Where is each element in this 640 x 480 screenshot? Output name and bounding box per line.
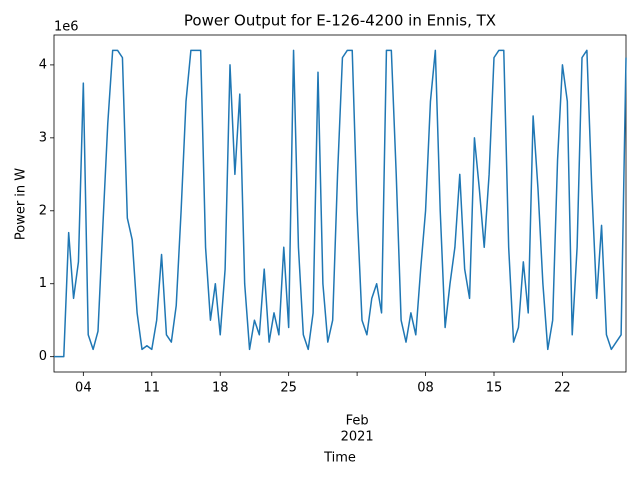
x-tick-label: 18 bbox=[212, 381, 229, 396]
chart-title: Power Output for E-126-4200 in Ennis, TX bbox=[184, 12, 496, 30]
x-tick-label: Feb bbox=[346, 414, 369, 429]
x-tick-label: 22 bbox=[554, 381, 571, 396]
y-tick-label: 4 bbox=[39, 57, 47, 72]
plot-frame bbox=[53, 34, 627, 373]
y-offset-label: 1e6 bbox=[54, 20, 79, 35]
x-axis-label: Time bbox=[323, 451, 356, 466]
x-tick-label: 15 bbox=[486, 381, 503, 396]
x-tick-label: 08 bbox=[417, 381, 434, 396]
x-tick-label: 25 bbox=[280, 381, 297, 396]
y-axis-label: Power in W bbox=[14, 168, 29, 240]
x-tick-year: 2021 bbox=[341, 430, 374, 445]
y-tick-label: 2 bbox=[39, 203, 47, 218]
y-tick-label: 0 bbox=[39, 349, 47, 364]
y-tick-label: 1 bbox=[39, 276, 47, 291]
y-tick-label: 3 bbox=[39, 130, 47, 145]
x-tick-label: 04 bbox=[75, 381, 92, 396]
data-line bbox=[54, 49, 627, 358]
x-tick-label: 11 bbox=[144, 381, 161, 396]
